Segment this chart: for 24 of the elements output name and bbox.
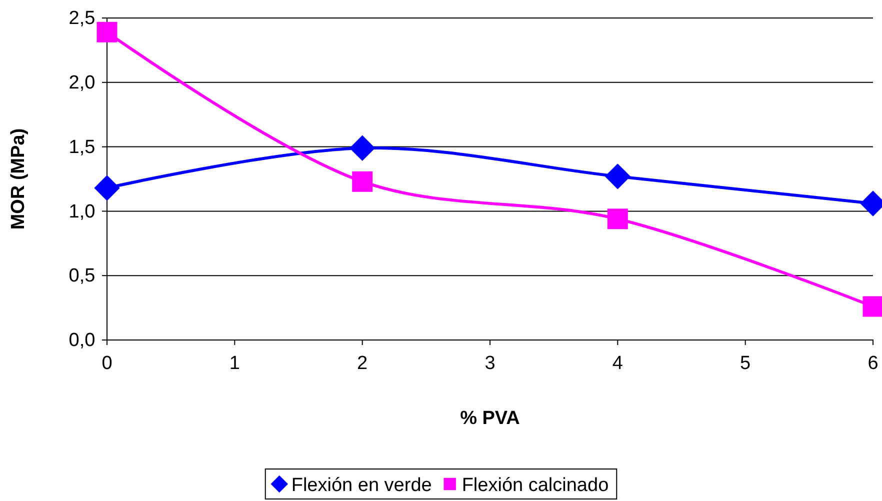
- point: [94, 175, 120, 201]
- x-tick-label: 5: [740, 352, 751, 374]
- legend-label: Flexión en verde: [291, 475, 432, 496]
- x-tick-label: 4: [612, 352, 624, 374]
- y-tick-label: 2,0: [68, 72, 96, 94]
- y-tick-label: 0,5: [68, 266, 96, 287]
- y-tick-label: 2,5: [68, 8, 96, 30]
- x-axis-title: % PVA: [460, 408, 520, 429]
- x-tick-label: 0: [102, 352, 112, 374]
- x-tick-label: 3: [484, 352, 496, 374]
- point: [862, 296, 882, 317]
- x-tick-label: 1: [229, 352, 240, 374]
- y-tick-label: 0,0: [68, 330, 96, 352]
- x-tick-label: 2: [357, 352, 368, 374]
- point: [604, 164, 631, 190]
- point: [352, 171, 373, 192]
- y-tick-label: 1,5: [68, 136, 96, 158]
- point: [607, 208, 628, 230]
- x-tick-label: 6: [868, 352, 878, 374]
- point: [96, 22, 118, 42]
- point: [349, 135, 376, 161]
- y-tick-label: 1,0: [68, 201, 96, 222]
- legend-label: Flexión calcinado: [462, 475, 609, 496]
- y-axis-title: MOR (MPa): [8, 128, 29, 230]
